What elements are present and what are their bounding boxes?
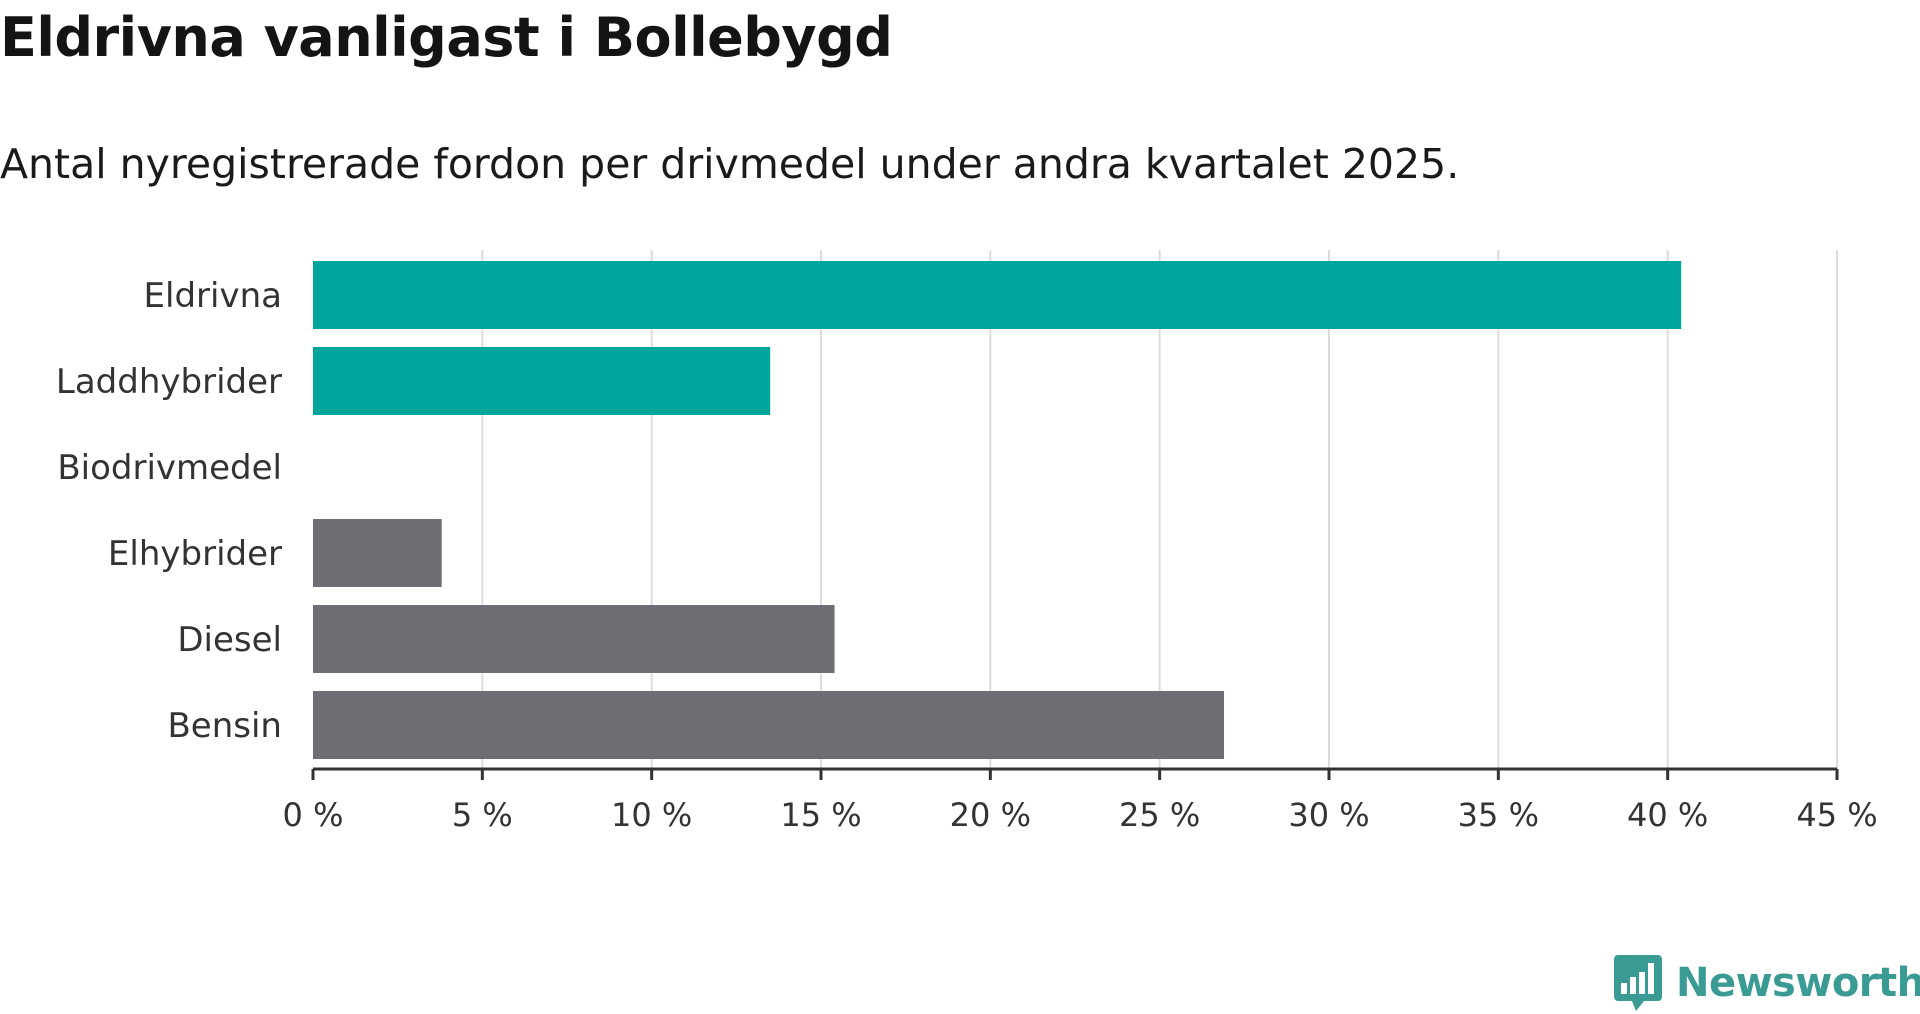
category-label: Bensin — [167, 706, 282, 746]
chart-title: Eldrivna vanligast i Bollebygd — [0, 6, 893, 69]
tick-label: 45 % — [1796, 796, 1877, 834]
tick-label: 5 % — [452, 796, 513, 834]
bar-diesel — [313, 605, 835, 673]
tick-label: 25 % — [1119, 796, 1200, 834]
bar-chart: Eldrivna Laddhybrider Biodrivmedel Elhybrid… — [56, 250, 1878, 834]
newsworthy-logo-icon — [1614, 955, 1662, 1011]
chart-subtitle: Antal nyregistrerade fordon per drivmede… — [0, 140, 1460, 188]
brand-logo: Newsworthy — [1612, 952, 1920, 1014]
category-label: Elhybrider — [108, 534, 282, 574]
tick-label: 0 % — [283, 796, 344, 834]
tick-label: 15 % — [780, 796, 861, 834]
tick-label: 10 % — [611, 796, 692, 834]
category-labels: Eldrivna Laddhybrider Biodrivmedel Elhybrid… — [56, 276, 282, 746]
tick-label: 35 % — [1458, 796, 1539, 834]
bar-bensin — [313, 691, 1225, 759]
category-label: Laddhybrider — [56, 362, 282, 402]
tick-label: 30 % — [1288, 796, 1369, 834]
bar-elhybrider — [313, 519, 442, 587]
tick-label: 20 % — [950, 796, 1031, 834]
category-label: Eldrivna — [144, 276, 282, 316]
category-label: Diesel — [177, 620, 282, 660]
bar-eldrivna — [313, 261, 1682, 329]
x-axis: 0 % 5 % 10 % 15 % 20 % 25 % 30 % 35 % 40 % 45 % — [283, 767, 1878, 834]
brand-name: Newsworthy — [1676, 960, 1920, 1006]
category-label: Biodrivmedel — [57, 448, 282, 488]
bars — [313, 261, 1682, 759]
gridlines — [481, 250, 1838, 769]
tick-label: 40 % — [1627, 796, 1708, 834]
bar-laddhybrider — [313, 347, 771, 415]
